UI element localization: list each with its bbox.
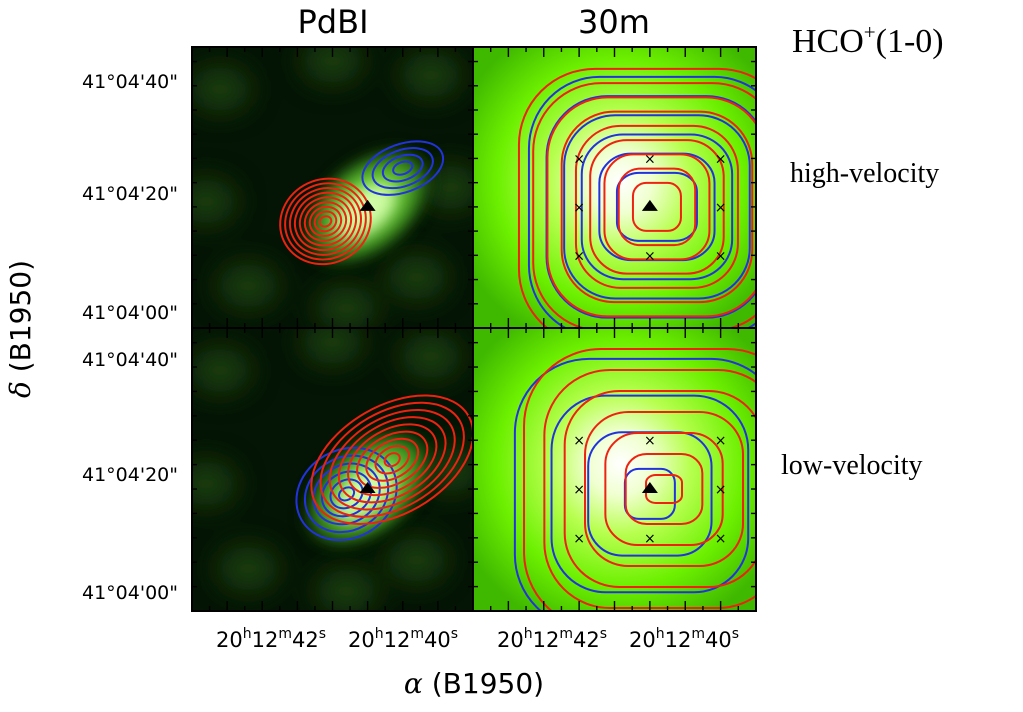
row-label-high-velocity: high-velocity: [790, 158, 939, 189]
panel-30m-low-velocity: × × × × × × × ×: [473, 328, 756, 611]
blue-contour-level-4: [563, 114, 751, 300]
blue-contour-level-4: [361, 140, 445, 196]
molecule-superscript: +: [864, 20, 876, 44]
x-tick-label-pdbi-40s: 20h12m40s: [348, 626, 458, 652]
red-contour-level-2: [617, 167, 697, 247]
red-contour-level-2: [313, 210, 338, 233]
red-contour-level-3: [603, 153, 711, 261]
source-marker: [359, 482, 376, 494]
blue-contour-level-1: [615, 171, 698, 242]
pointing-marker-5: ×: [715, 200, 727, 216]
red-contour-level-2: [374, 444, 410, 475]
pointing-marker-6: ×: [573, 248, 585, 264]
blue-contour-level-3: [550, 394, 750, 594]
y-tick-label-bottom-40: 41°04'40": [82, 349, 178, 371]
red-contour-level-5: [563, 390, 756, 589]
red-contour-level-5: [298, 196, 353, 247]
red-contour-level-3: [604, 432, 724, 547]
red-contour-level-5: [347, 423, 438, 497]
col-title-30m: 30m: [578, 3, 650, 41]
pointing-marker-7: ×: [644, 531, 656, 547]
red-contour-level-7: [523, 348, 756, 611]
col-title-pdbi: PdBI: [298, 3, 369, 41]
pointing-marker-2: ×: [644, 151, 656, 167]
blue-contour-level-3: [580, 133, 734, 281]
red-contour-level-7: [328, 408, 456, 511]
y-tick-label-bottom-00: 41°04'00": [82, 582, 178, 604]
panel-pdbi-high-velocity: [192, 47, 473, 328]
red-contour-level-8: [319, 401, 465, 518]
red-contour-level-1: [631, 181, 682, 232]
red-contour-level-2: [624, 453, 704, 526]
red-contour-level-6: [293, 191, 357, 252]
pointing-marker-7: ×: [644, 248, 656, 264]
blue-contour-level-3: [371, 147, 434, 190]
molecule-base: HCO: [792, 23, 864, 60]
pointing-marker-8: ×: [715, 531, 727, 547]
pointing-marker-4: ×: [573, 200, 585, 216]
red-contour-level-6: [337, 416, 447, 504]
source-marker: [641, 482, 658, 494]
red-contour-level-7: [546, 96, 756, 318]
axis-ticks: [192, 47, 756, 611]
red-contour-level-3: [365, 437, 420, 482]
molecule-tail: (1-0): [876, 23, 944, 60]
y-tick-label-top-20: 41°04'20": [82, 183, 178, 205]
pointing-marker-1: ×: [573, 151, 585, 167]
blue-contour-level-6: [527, 75, 756, 328]
y-tick-label-top-00: 41°04'00": [82, 302, 178, 324]
red-contour-level-1: [383, 452, 401, 468]
y-axis-label: δ (B1950): [4, 260, 37, 398]
x-tick-label-30m-40s: 20h12m40s: [629, 626, 739, 652]
x-tick-label-30m-42s: 20h12m42s: [497, 626, 607, 652]
y-tick-label-bottom-20: 41°04'20": [82, 464, 178, 486]
x-axis-label: α (B1950): [404, 667, 544, 700]
row-label-low-velocity: low-velocity: [781, 450, 923, 481]
red-contour-level-4: [584, 411, 745, 568]
blue-contour-level-1: [338, 486, 356, 502]
pointing-marker-5: ×: [715, 482, 727, 498]
pointing-marker-4: ×: [573, 482, 585, 498]
red-contour-level-8: [284, 182, 367, 261]
red-contour-level-5: [574, 124, 739, 289]
blue-contour-level-3: [320, 470, 373, 518]
x-axis-symbol: α: [404, 667, 423, 700]
y-tick-label-top-40: 41°04'40": [82, 71, 178, 93]
blue-contour-level-2: [381, 153, 424, 183]
pointing-marker-8: ×: [715, 248, 727, 264]
source-marker: [359, 199, 376, 211]
y-axis-symbol: δ: [4, 381, 37, 398]
red-contour-level-4: [303, 201, 348, 242]
red-contour-level-3: [308, 205, 343, 237]
red-contour-level-4: [589, 139, 725, 275]
pointing-marker-3: ×: [715, 433, 727, 449]
x-tick-label-pdbi-42s: 20h12m42s: [216, 626, 326, 652]
red-contour-level-7: [289, 187, 362, 256]
red-contour-level-1: [318, 215, 333, 228]
red-contour-level-4: [356, 430, 429, 489]
red-contour-level-8: [532, 82, 756, 328]
blue-contour-level-4: [513, 357, 756, 611]
pointing-marker-2: ×: [644, 433, 656, 449]
source-marker: [641, 199, 658, 211]
panel-pdbi-low-velocity: [192, 328, 473, 611]
y-axis-text: (B1950): [4, 260, 37, 372]
pointing-marker-3: ×: [715, 151, 727, 167]
blue-contour-level-6: [295, 446, 398, 542]
pointing-marker-1: ×: [573, 433, 585, 449]
panel-30m-high-velocity: × × × × × × × ×: [473, 47, 756, 328]
x-axis-text: (B1950): [432, 667, 544, 700]
molecule-label: HCO+(1-0): [792, 20, 944, 60]
pointing-marker-6: ×: [573, 531, 585, 547]
red-contour-level-9: [517, 67, 756, 328]
red-contour-level-6: [543, 369, 756, 609]
blue-contour-level-1: [392, 160, 414, 176]
